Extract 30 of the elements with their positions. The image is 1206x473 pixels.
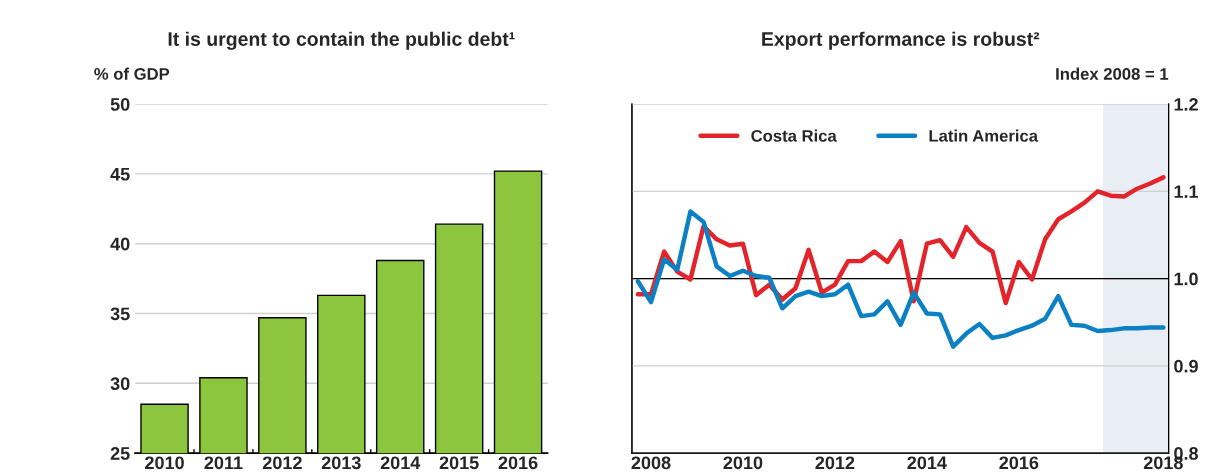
- x-tick-label: 2012: [262, 456, 302, 470]
- y2-tick-label: 0.9: [1174, 359, 1198, 373]
- x-tick-label: 2015: [439, 456, 479, 470]
- y2-tick-label: 1.1: [1174, 185, 1199, 198]
- y-axis-title: % of GDP: [94, 67, 170, 80]
- x-tick-label: 2008: [631, 456, 671, 470]
- y-tick-label: 45: [110, 168, 130, 181]
- x-tick-label: 2013: [321, 456, 361, 470]
- x-tick-label: 2010: [145, 456, 184, 470]
- chart-title: It is urgent to contain the public debt¹: [168, 31, 515, 50]
- x-tick-label: 2012: [815, 456, 855, 470]
- y-tick-label: 40: [110, 237, 130, 251]
- y-tick-label: 35: [110, 307, 130, 321]
- x-tick-label: 2010: [723, 456, 763, 470]
- chart-title: Export performance is robust²: [762, 31, 1040, 50]
- legend-label: Latin America: [929, 129, 1039, 142]
- line-series: [635, 175, 1166, 306]
- x-tick-label: 2014: [907, 456, 947, 470]
- y2-axis-title: Index 2008 = 1: [1056, 67, 1169, 80]
- y-tick-label: 50: [110, 97, 130, 111]
- line-series: [635, 209, 1166, 349]
- x-tick-label: 2016: [498, 456, 538, 470]
- x-tick-label: 2014: [380, 456, 421, 470]
- x-tick-label: 2011: [204, 456, 243, 470]
- y2-tick-label: 1.0: [1174, 272, 1198, 286]
- legend-label: Costa Rica: [751, 129, 837, 142]
- y-tick-label: 30: [110, 377, 130, 391]
- y-tick-label: 25: [110, 447, 130, 460]
- y2-tick-label: 1.2: [1174, 97, 1198, 111]
- x-tick-label: 2016: [999, 456, 1039, 470]
